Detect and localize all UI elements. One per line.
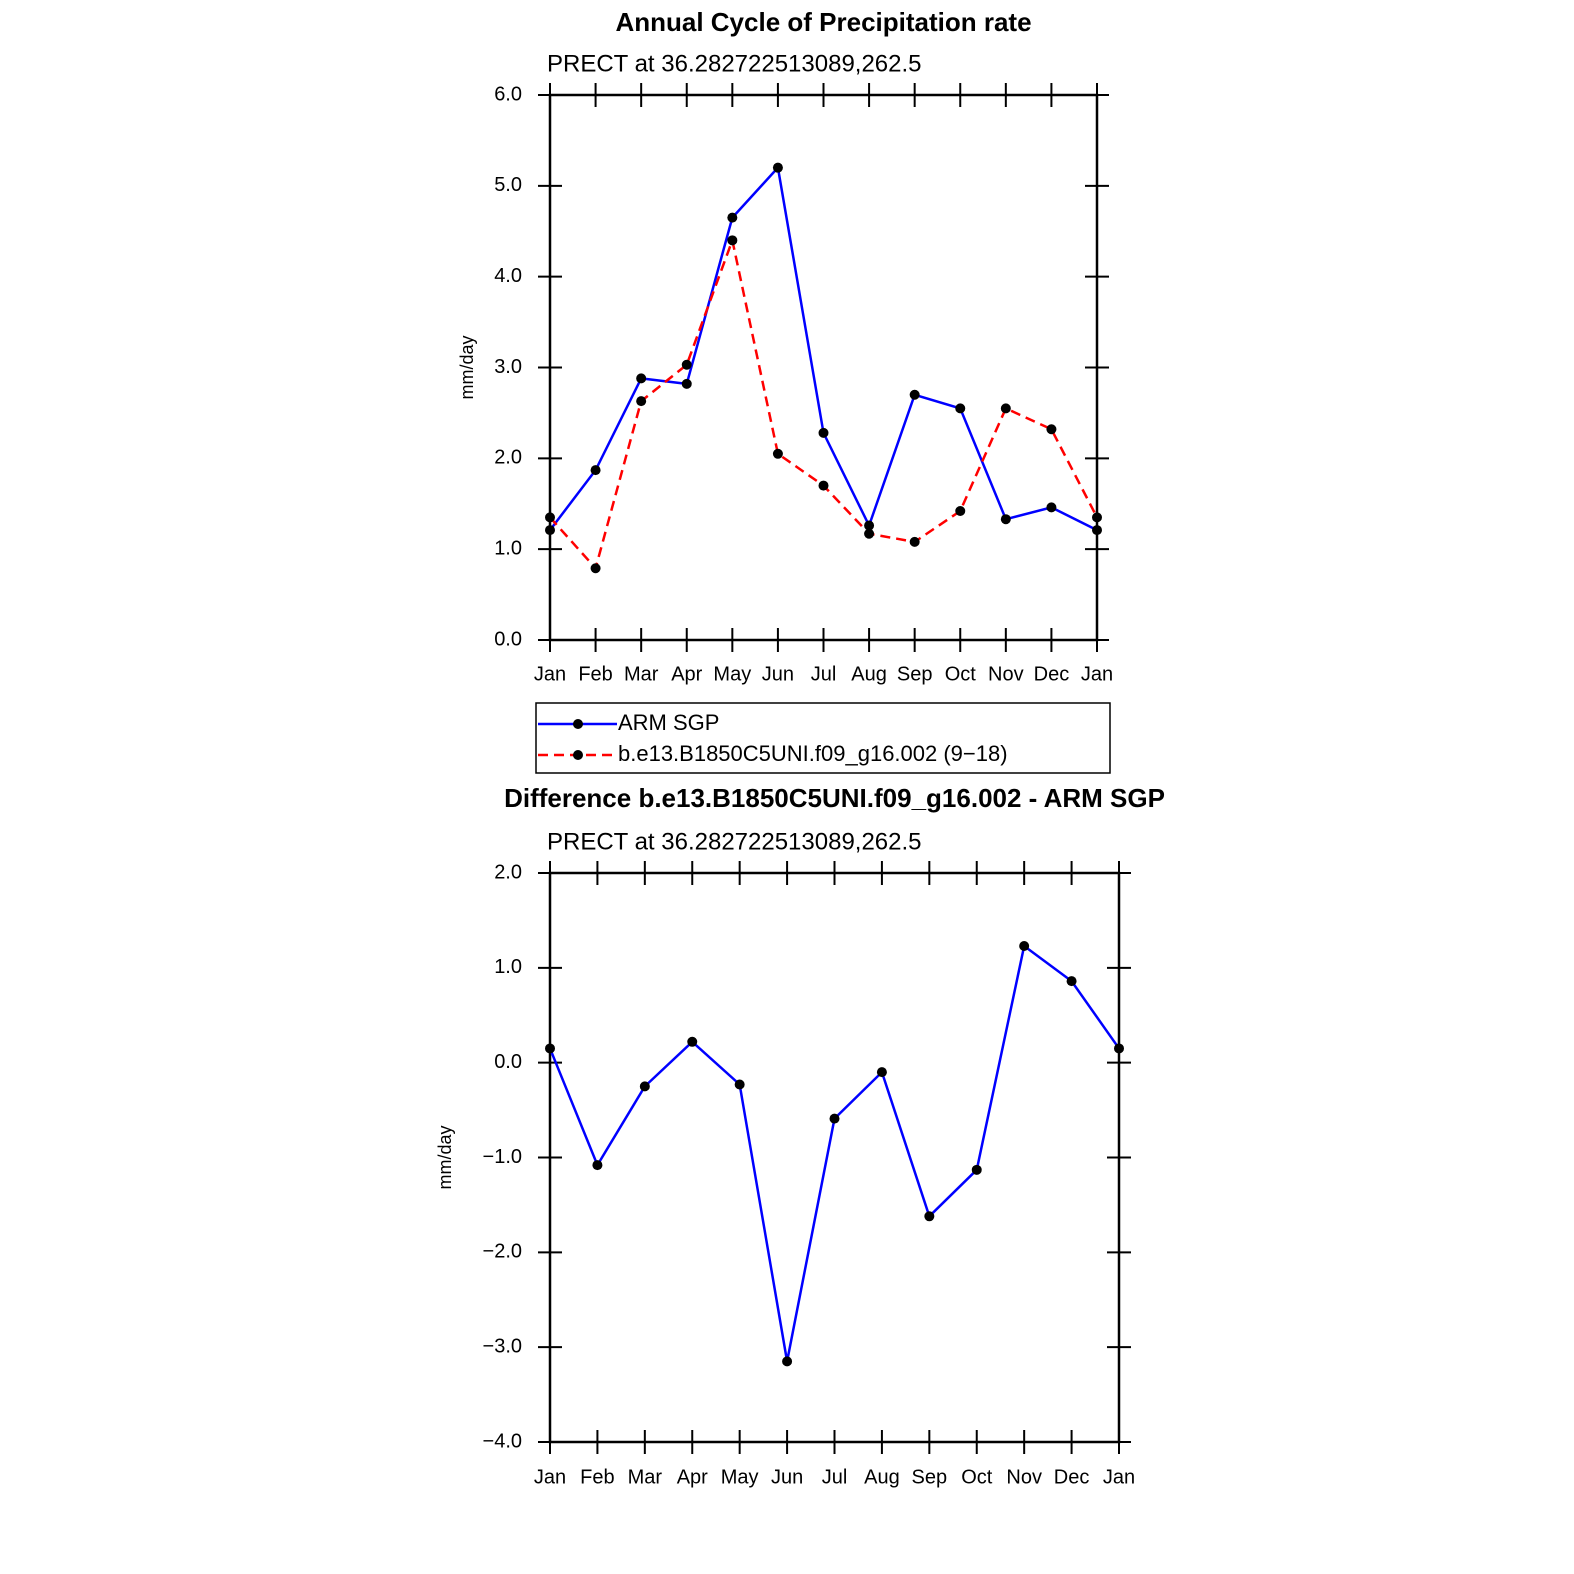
x-tick-label: Oct	[961, 1466, 993, 1488]
data-point	[1000, 514, 1011, 525]
legend-box	[535, 702, 1111, 774]
x-tick-label: Jun	[762, 663, 794, 685]
data-point	[639, 1081, 650, 1092]
data-point	[592, 1160, 603, 1171]
y-tick-label: 2.0	[494, 447, 522, 469]
legend-marker	[573, 719, 583, 729]
data-point	[545, 525, 555, 536]
data-point	[1092, 525, 1102, 536]
x-tick-label: Feb	[580, 1466, 614, 1488]
data-point	[681, 378, 692, 389]
y-tick-label: 4.0	[494, 265, 522, 287]
data-point	[734, 1079, 745, 1090]
data-point	[727, 212, 738, 223]
data-point	[772, 448, 783, 459]
data-point	[876, 1067, 887, 1078]
x-tick-label: Sep	[897, 663, 933, 685]
chart-title: Annual Cycle of Precipitation rate	[615, 7, 1031, 37]
data-point	[1046, 424, 1057, 435]
x-tick-label: Aug	[864, 1466, 900, 1488]
x-tick-label: Dec	[1054, 1466, 1090, 1488]
y-tick-label: 5.0	[494, 174, 522, 196]
x-tick-label: May	[721, 1466, 759, 1488]
y-axis-label: mm/day	[435, 1125, 455, 1189]
x-tick-label: Nov	[988, 663, 1024, 685]
data-point	[636, 373, 647, 384]
x-tick-label: Jul	[811, 663, 837, 685]
series-line	[548, 943, 1121, 1362]
data-point	[924, 1211, 935, 1222]
data-point	[772, 162, 783, 173]
data-point	[782, 1356, 793, 1367]
x-tick-label: Feb	[578, 663, 612, 685]
data-point	[829, 1113, 840, 1124]
x-tick-label: Jul	[822, 1466, 848, 1488]
chart-subtitle: PRECT at 36.282722513089,262.5	[547, 828, 922, 855]
data-point	[909, 536, 920, 547]
x-tick-label: Sep	[912, 1466, 948, 1488]
y-tick-label: 0.0	[494, 628, 522, 650]
data-point	[1066, 976, 1077, 987]
data-point	[545, 512, 555, 523]
x-tick-label: Mar	[624, 663, 659, 685]
y-tick-label: 2.0	[494, 861, 522, 883]
data-point	[864, 520, 875, 531]
y-tick-label: 1.0	[494, 956, 522, 978]
data-point	[955, 403, 966, 414]
chart-title: Difference b.e13.B1850C5UNI.f09_g16.002 …	[504, 783, 1165, 813]
data-point	[545, 1043, 555, 1054]
data-point	[727, 235, 738, 246]
data-point	[1046, 502, 1057, 513]
data-point	[681, 359, 692, 370]
legend-marker	[573, 750, 583, 760]
data-point	[818, 480, 829, 491]
x-tick-label: Oct	[945, 663, 977, 685]
data-point	[955, 506, 966, 517]
data-point	[1114, 1043, 1124, 1054]
x-tick-label: May	[713, 663, 751, 685]
legend-label: b.e13.B1850C5UNI.f09_g16.002 (9−18)	[618, 741, 1008, 766]
x-tick-label: Jan	[1103, 1466, 1135, 1488]
x-tick-label: Jun	[771, 1466, 803, 1488]
x-tick-label: Aug	[851, 663, 887, 685]
series-line	[549, 235, 1099, 571]
x-tick-label: Apr	[677, 1466, 708, 1488]
y-tick-label: 6.0	[494, 83, 522, 105]
x-tick-label: Jan	[534, 663, 566, 685]
chart-subtitle: PRECT at 36.282722513089,262.5	[547, 50, 922, 77]
data-point	[590, 465, 601, 476]
data-point	[687, 1036, 698, 1047]
data-point	[1019, 941, 1030, 952]
data-point	[971, 1164, 982, 1175]
plot-frame	[548, 93, 1099, 642]
x-tick-label: Mar	[628, 1466, 663, 1488]
y-tick-label: −4.0	[483, 1430, 522, 1452]
y-tick-label: 1.0	[494, 537, 522, 559]
data-point	[590, 563, 601, 574]
data-point	[1092, 512, 1102, 523]
y-tick-label: −1.0	[483, 1146, 522, 1168]
x-tick-label: Dec	[1034, 663, 1070, 685]
data-point	[636, 396, 647, 407]
y-axis-label: mm/day	[457, 335, 477, 399]
x-tick-label: Jan	[534, 1466, 566, 1488]
data-point	[1000, 403, 1011, 414]
x-tick-label: Nov	[1006, 1466, 1042, 1488]
plot-frame	[548, 871, 1121, 1444]
y-tick-label: 3.0	[494, 356, 522, 378]
data-point	[864, 528, 875, 539]
x-tick-label: Apr	[671, 663, 702, 685]
series-line	[549, 164, 1098, 532]
y-tick-label: −2.0	[483, 1241, 522, 1263]
y-tick-label: 0.0	[494, 1051, 522, 1073]
x-tick-label: Jan	[1081, 663, 1113, 685]
data-point	[818, 427, 829, 438]
y-tick-label: −3.0	[483, 1335, 522, 1357]
data-point	[909, 389, 920, 400]
legend-label: ARM SGP	[618, 710, 719, 735]
